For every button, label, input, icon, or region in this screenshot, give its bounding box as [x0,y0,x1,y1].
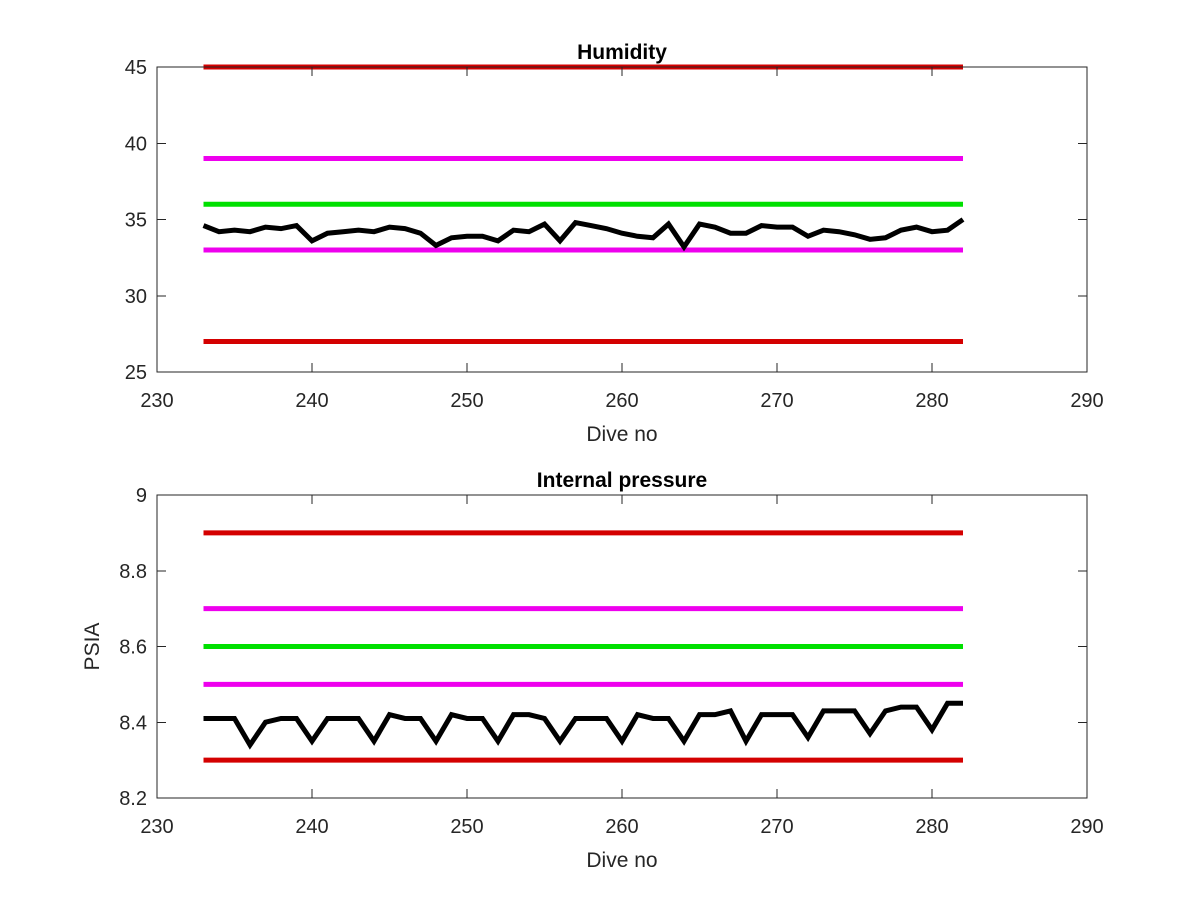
x-tick-label: 230 [140,816,173,838]
y-tick-label: 8.6 [119,637,147,659]
x-tick-label: 260 [605,390,638,412]
x-tick-label: 270 [760,390,793,412]
x-axis-label: Dive no [586,423,657,446]
y-tick-label: 45 [125,57,147,79]
data-series-line [203,700,963,750]
x-tick-label: 260 [605,816,638,838]
y-tick-label: 9 [136,485,147,507]
y-tick-label: 8.8 [119,561,147,583]
plot-title: Humidity [577,41,667,64]
y-tick-label: 35 [125,210,147,232]
x-tick-label: 250 [450,816,483,838]
internal-pressure-subplot: 230 240 250 260 270 280 290 8.2 8.4 8.6 8.8 9 Intern… [81,469,1104,872]
x-tick-label: 250 [450,390,483,412]
x-tick-label: 230 [140,390,173,412]
y-tick-label: 25 [125,362,147,384]
x-tick-label: 280 [915,816,948,838]
humidity-subplot: 230 240 250 260 270 280 290 25 30 35 40 45 Humidity D… [125,41,1104,446]
y-tick-label: 8.4 [119,712,147,734]
x-axis-label: Dive no [586,849,657,872]
x-tick-label: 290 [1070,390,1103,412]
y-tick-label: 8.2 [119,788,147,810]
axes-box [156,66,1088,373]
data-series-line [202,217,965,252]
x-tick-label: 270 [760,816,793,838]
x-tick-label: 280 [915,390,948,412]
x-tick-label: 240 [295,816,328,838]
y-tick-label: 30 [125,286,147,308]
x-tick-label: 240 [295,390,328,412]
y-axis-label: PSIA [81,623,104,671]
plot-title: Internal pressure [537,469,707,492]
y-tick-label: 40 [125,133,147,155]
x-tick-label: 290 [1070,816,1103,838]
